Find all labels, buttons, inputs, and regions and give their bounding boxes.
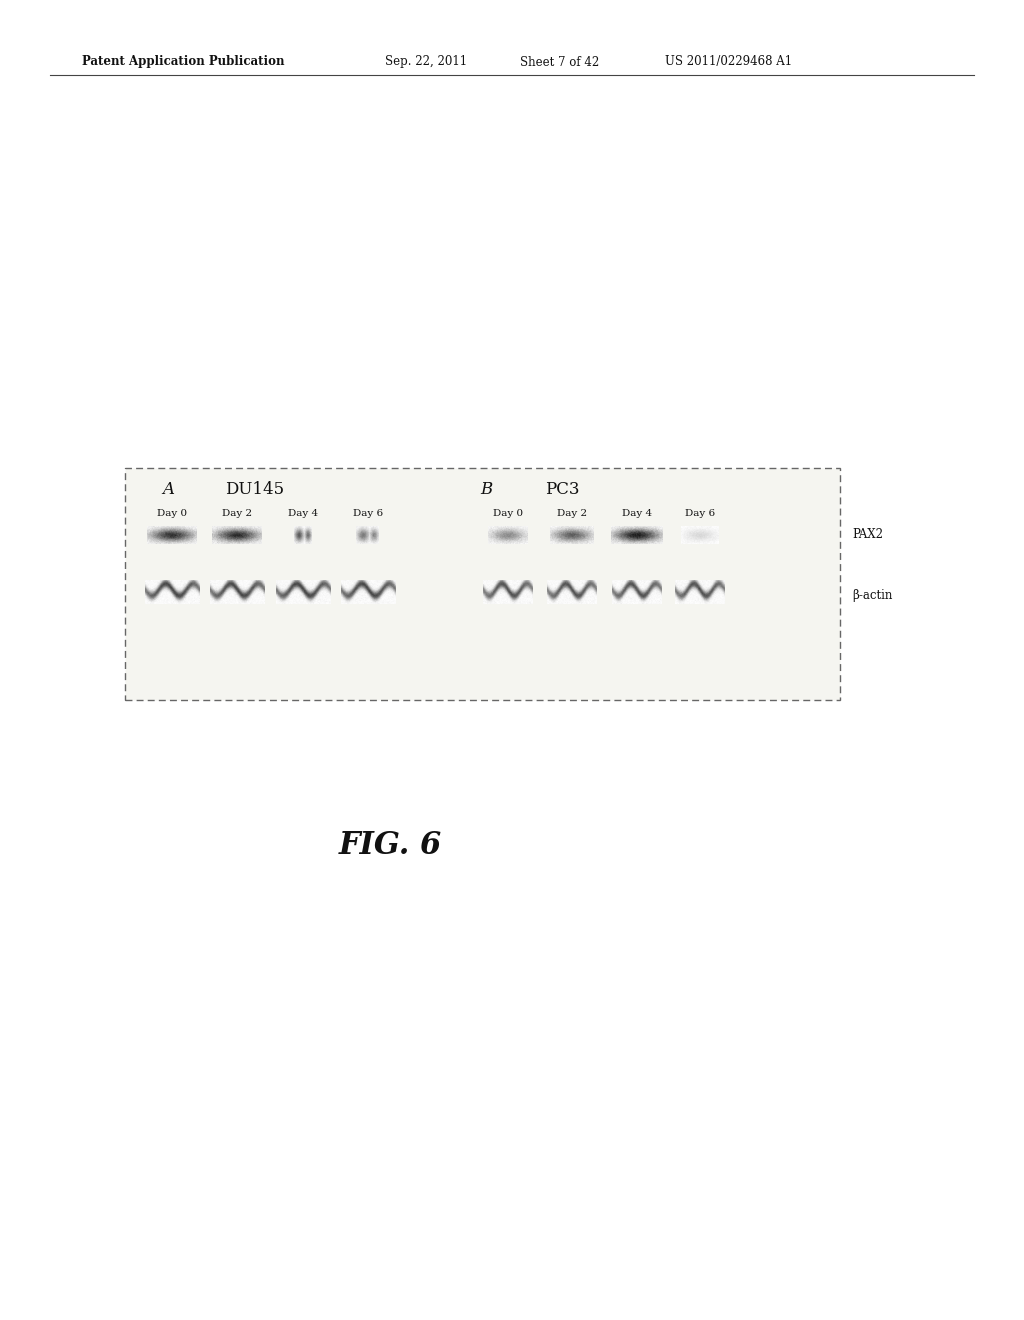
Text: Day 2: Day 2 (222, 508, 252, 517)
Text: Patent Application Publication: Patent Application Publication (82, 55, 285, 69)
Text: B: B (480, 482, 493, 499)
Text: Day 4: Day 4 (288, 508, 318, 517)
Text: US 2011/0229468 A1: US 2011/0229468 A1 (665, 55, 793, 69)
Text: FIG. 6: FIG. 6 (338, 829, 441, 861)
Text: Day 0: Day 0 (157, 508, 187, 517)
Text: Day 2: Day 2 (557, 508, 587, 517)
Bar (125, 469, 840, 700)
Text: Day 6: Day 6 (685, 508, 715, 517)
Text: β-actin: β-actin (852, 589, 892, 602)
Text: A: A (162, 482, 174, 499)
Text: PAX2: PAX2 (852, 528, 883, 541)
Text: PC3: PC3 (545, 482, 580, 499)
Text: DU145: DU145 (225, 482, 284, 499)
Text: Day 4: Day 4 (622, 508, 652, 517)
Text: Sep. 22, 2011: Sep. 22, 2011 (385, 55, 467, 69)
Text: Day 0: Day 0 (493, 508, 523, 517)
Text: Sheet 7 of 42: Sheet 7 of 42 (520, 55, 599, 69)
Text: Day 6: Day 6 (353, 508, 383, 517)
